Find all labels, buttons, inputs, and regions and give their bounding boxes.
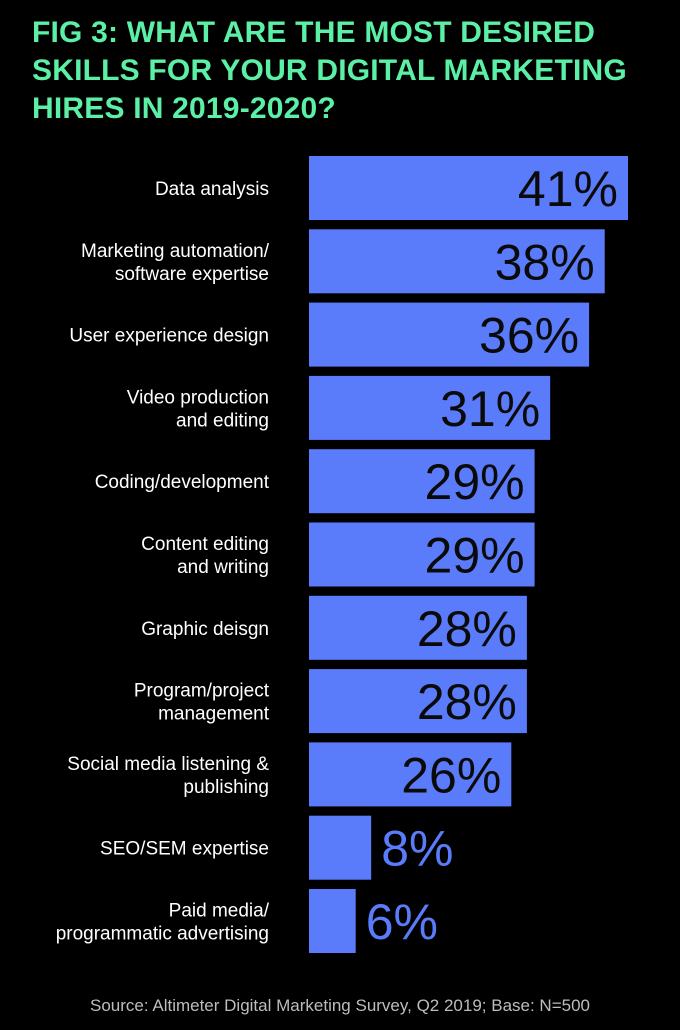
bar [309,449,535,514]
bar [309,156,628,220]
chart-title: FIG 3: WHAT ARE THE MOST DESIRED SKILLS … [32,16,627,125]
value-label: 41% [518,161,618,217]
category-label: Content editing and writing [141,534,269,578]
bar [309,229,605,294]
bar [309,669,527,734]
bars-group: Data analysis 41% Marketing automation/sof… [56,156,628,953]
bar [309,302,590,367]
value-label: 29% [425,454,525,510]
source-note: Source: Altimeter Digital Marketing Surv… [89,996,590,1015]
value-label: 36% [479,308,579,364]
value-label: 6% [366,894,438,950]
category-label: Marketing automation/software expertise [81,241,270,285]
value-label: 28% [417,601,517,657]
value-label: 29% [425,528,525,584]
value-label: 26% [401,747,501,803]
category-label: Data analysis [155,179,269,200]
bar [309,742,512,807]
bar [309,375,551,440]
bar-chart: Data analysis 41% Marketing automation/sof… [56,156,628,953]
value-label: 31% [440,381,540,437]
category-label: Program/project management [134,681,270,725]
bar [309,595,527,660]
category-label: Graphic deisgn [141,619,269,640]
category-label: Paid media/programmatic advertising [56,901,270,945]
value-label: 8% [381,821,453,877]
bar [309,815,372,880]
category-label: SEO/SEM expertise [100,839,269,860]
category-label: Coding/development [95,472,270,493]
category-label: User experience design [69,326,269,347]
category-label: Video production and editing [127,387,269,431]
category-label: Social media listening & publishing [67,754,269,798]
bar [309,522,535,587]
value-label: 38% [495,234,595,290]
bar [309,889,356,953]
value-label: 28% [417,674,517,730]
